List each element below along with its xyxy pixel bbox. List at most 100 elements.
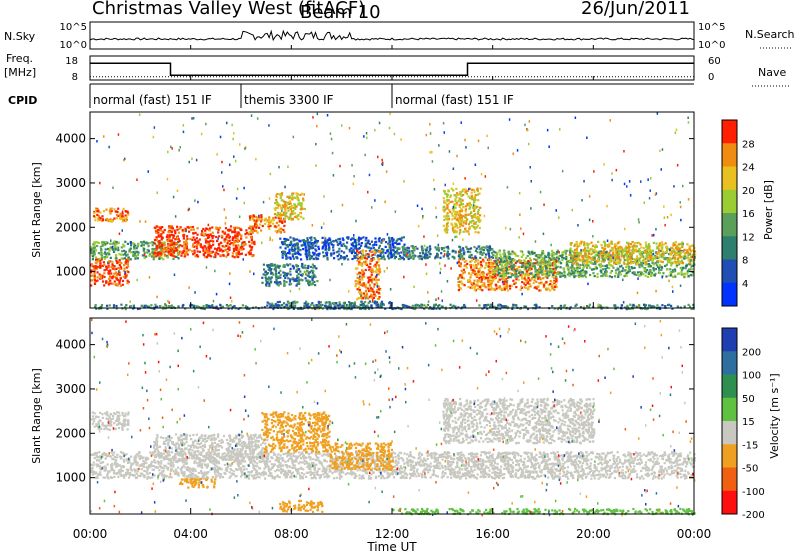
data-cell [662,254,665,257]
data-cell [478,248,481,251]
data-cell [297,246,300,249]
data-cell [113,272,116,275]
data-cell [292,192,295,195]
data-cell [480,263,483,266]
data-cell [366,242,369,245]
data-cell [535,287,538,290]
data-cell [557,257,561,260]
data-cell [582,244,586,247]
data-cell [143,256,146,260]
data-cell [525,257,528,260]
data-cell [289,282,293,286]
data-cell [675,253,678,256]
data-cell [249,250,252,253]
data-cell [538,269,541,272]
data-cell [609,249,612,252]
data-cell [588,255,591,259]
data-cell [107,270,110,273]
data-cell [591,251,594,254]
data-cell [469,247,473,250]
data-cell [127,280,130,284]
data-cell [492,277,495,280]
data-cell [283,218,287,221]
data-cell [455,187,458,190]
data-cell [100,304,104,307]
data-cell [687,259,690,262]
data-cell [489,305,492,308]
data-cell [372,296,375,299]
data-cell [489,247,492,250]
data-cell [537,263,540,266]
data-cell [192,305,196,308]
data-cell [523,259,526,262]
data-cell [674,275,677,278]
data-cell [368,268,371,271]
data-cell [111,248,114,251]
data-cell [215,227,218,230]
data-cell [480,248,483,251]
data-cell [354,239,357,242]
data-cell [624,253,627,256]
data-cell [304,243,307,246]
data-cell [590,241,593,244]
data-cell [136,250,139,254]
data-cell [650,254,653,257]
data-cell [464,210,467,213]
data-cell [512,264,515,267]
data-cell [387,242,390,245]
data-cell [628,249,631,252]
data-cell [577,275,581,279]
data-cell [253,225,256,228]
data-cell [446,207,449,210]
data-cell [490,303,493,306]
data-cell [607,253,610,256]
data-cell [282,302,286,305]
data-cell [686,272,689,275]
data-cell [377,285,380,288]
data-cell [300,202,303,205]
data-cell [684,253,687,256]
data-cell [183,255,186,258]
data-cell [565,259,569,262]
data-cell [491,248,494,251]
data-cell [644,263,647,266]
data-cell [571,256,574,259]
data-cell [638,258,641,261]
data-cell [406,256,409,259]
data-cell [305,279,308,282]
data-cell [512,266,515,269]
data-cell [480,272,483,275]
data-cell [477,208,480,211]
data-cell [584,247,587,250]
data-cell [288,244,291,247]
data-cell [215,251,218,254]
data-cell [169,248,172,251]
data-cell [277,275,280,278]
data-cell [313,265,316,268]
data-cell [473,190,476,193]
data-cell [496,274,499,277]
data-cell [269,224,272,228]
data-cell [687,252,690,255]
data-cell [539,264,542,267]
data-cell [495,261,498,265]
data-cell [310,303,313,306]
data-cell [661,248,664,251]
data-cell [541,252,544,255]
nsky-frame [89,21,695,50]
data-cell [291,198,294,201]
data-cell [121,250,124,253]
data-cell [273,207,276,210]
data-cell [188,230,191,233]
data-cell [380,239,384,242]
data-cell [342,242,345,245]
data-cell [575,257,578,260]
data-cell [255,229,258,233]
data-cell [356,267,359,270]
data-cell [365,253,368,256]
data-cell [642,262,645,265]
data-cell [324,248,327,251]
data-cell [525,267,528,270]
data-cell [455,192,459,195]
data-cell [565,263,568,266]
